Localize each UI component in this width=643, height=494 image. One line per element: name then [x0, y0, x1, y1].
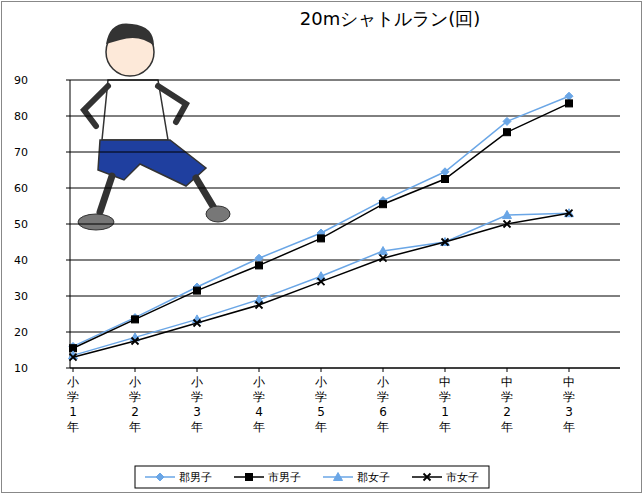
tick: [66, 80, 70, 81]
point: [503, 211, 512, 219]
series-line: [73, 96, 569, 346]
point: [503, 117, 511, 125]
x-tick: [321, 368, 322, 372]
point: [256, 302, 263, 309]
grid-line: [70, 152, 620, 153]
legend-item: 市女子: [412, 471, 479, 484]
x-tick-label: 中学3年: [563, 375, 575, 434]
legend-marker: [334, 473, 343, 481]
figure-arms: [84, 86, 186, 126]
x-tick: [445, 368, 446, 372]
illustration: [78, 23, 230, 230]
legend-marker: [156, 473, 164, 481]
point: [194, 287, 201, 294]
figure-hair: [106, 23, 154, 46]
x-tick: [383, 368, 384, 372]
point: [442, 176, 449, 183]
grid-line: [70, 296, 620, 297]
point: [442, 239, 449, 246]
grid-line: [70, 80, 620, 81]
point: [566, 210, 573, 217]
point: [380, 255, 387, 262]
x-tick: [569, 368, 570, 372]
figure-shoe: [206, 206, 230, 222]
point: [256, 262, 263, 269]
tick: [66, 296, 70, 297]
x-tick-label: 小学6年: [377, 375, 389, 434]
legend-item: 郡男子: [145, 471, 212, 484]
figure-shoe: [78, 214, 114, 230]
point: [565, 92, 573, 100]
legend-item: 市男子: [234, 471, 301, 484]
legend-label: 郡男子: [179, 471, 212, 484]
grid-line: [70, 368, 620, 369]
x-tick-label: 小学1年: [67, 375, 79, 434]
x-tick: [135, 368, 136, 372]
y-tick-label: 50: [14, 218, 28, 231]
figure-legs: [100, 176, 214, 212]
tick: [66, 152, 70, 153]
point: [132, 316, 139, 323]
point: [255, 254, 263, 262]
x-tick-label: 小学2年: [129, 375, 141, 434]
grid-line: [70, 116, 620, 117]
series-line: [73, 213, 569, 357]
x-tick-label: 小学5年: [315, 375, 327, 434]
point: [441, 168, 449, 176]
y-tick-label: 40: [14, 254, 28, 267]
tick: [66, 332, 70, 333]
point: [380, 201, 387, 208]
grid-line: [70, 260, 620, 261]
legend-label: 郡女子: [357, 471, 390, 484]
y-tick-label: 90: [14, 74, 28, 87]
x-axis: [70, 368, 620, 369]
point: [194, 320, 201, 327]
frame: [2, 2, 642, 493]
x-tick: [73, 368, 74, 372]
title: 20mシャトルラン(回): [300, 8, 480, 29]
x-tick-label: 中学2年: [501, 375, 513, 434]
grid-line: [70, 188, 620, 189]
legend-label: 市男子: [268, 471, 301, 484]
chart: 20mシャトルラン(回) 10 20 30 40 50 60 70 80 90 小学1年 小学2年 小学…: [0, 0, 643, 494]
tick: [66, 188, 70, 189]
x-tick-label: 小学4年: [253, 375, 265, 434]
legend-marker: [424, 474, 431, 481]
series-line: [73, 103, 569, 348]
tick: [66, 368, 70, 369]
point: [70, 354, 77, 361]
point: [379, 247, 388, 255]
point: [318, 278, 325, 285]
tick: [66, 116, 70, 117]
y-tick-label: 70: [14, 146, 28, 159]
x-tick: [507, 368, 508, 372]
point: [566, 100, 573, 107]
plot-area: [69, 92, 574, 361]
y-tick-label: 30: [14, 290, 28, 303]
point: [318, 235, 325, 242]
y-tick-label: 60: [14, 182, 28, 195]
x-tick-label: 中学1年: [439, 375, 451, 434]
legend: 郡男子 市男子 郡女子 市女子: [135, 466, 489, 488]
legend-item: 郡女子: [323, 471, 390, 484]
legend-box: [135, 466, 489, 488]
y-tick-label: 20: [14, 326, 28, 339]
tick: [66, 224, 70, 225]
legend-label: 市女子: [446, 471, 479, 484]
x-tick: [259, 368, 260, 372]
y-tick-label: 10: [14, 362, 28, 375]
legend-marker: [246, 474, 253, 481]
point: [504, 129, 511, 136]
y-axis: [70, 80, 71, 368]
tick: [66, 260, 70, 261]
y-tick-label: 80: [14, 110, 28, 123]
point: [132, 338, 139, 345]
x-tick-label: 小学3年: [191, 375, 203, 434]
series-line: [73, 213, 569, 355]
point: [504, 221, 511, 228]
x-tick: [197, 368, 198, 372]
point: [565, 209, 574, 217]
